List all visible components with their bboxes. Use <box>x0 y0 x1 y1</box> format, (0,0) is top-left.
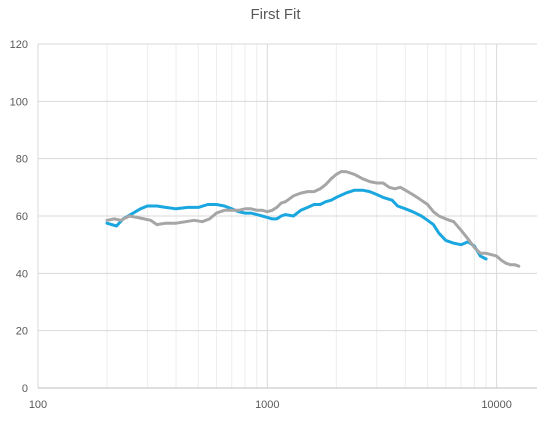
x-tick-label: 100 <box>29 399 47 411</box>
series-line-1 <box>105 188 488 261</box>
y-tick-label: 120 <box>10 39 28 51</box>
y-tick-label: 80 <box>16 154 28 166</box>
y-tick-label: 20 <box>16 326 28 338</box>
y-tick-label: 0 <box>22 383 28 395</box>
chart-title: First Fit <box>250 6 301 23</box>
x-tick-label: 1000 <box>255 399 279 411</box>
y-tick-label: 100 <box>10 96 28 108</box>
series-line-2 <box>105 170 521 268</box>
x-tick-label: 10000 <box>481 399 512 411</box>
y-tick-label: 60 <box>16 211 28 223</box>
y-tick-label: 40 <box>16 268 28 280</box>
